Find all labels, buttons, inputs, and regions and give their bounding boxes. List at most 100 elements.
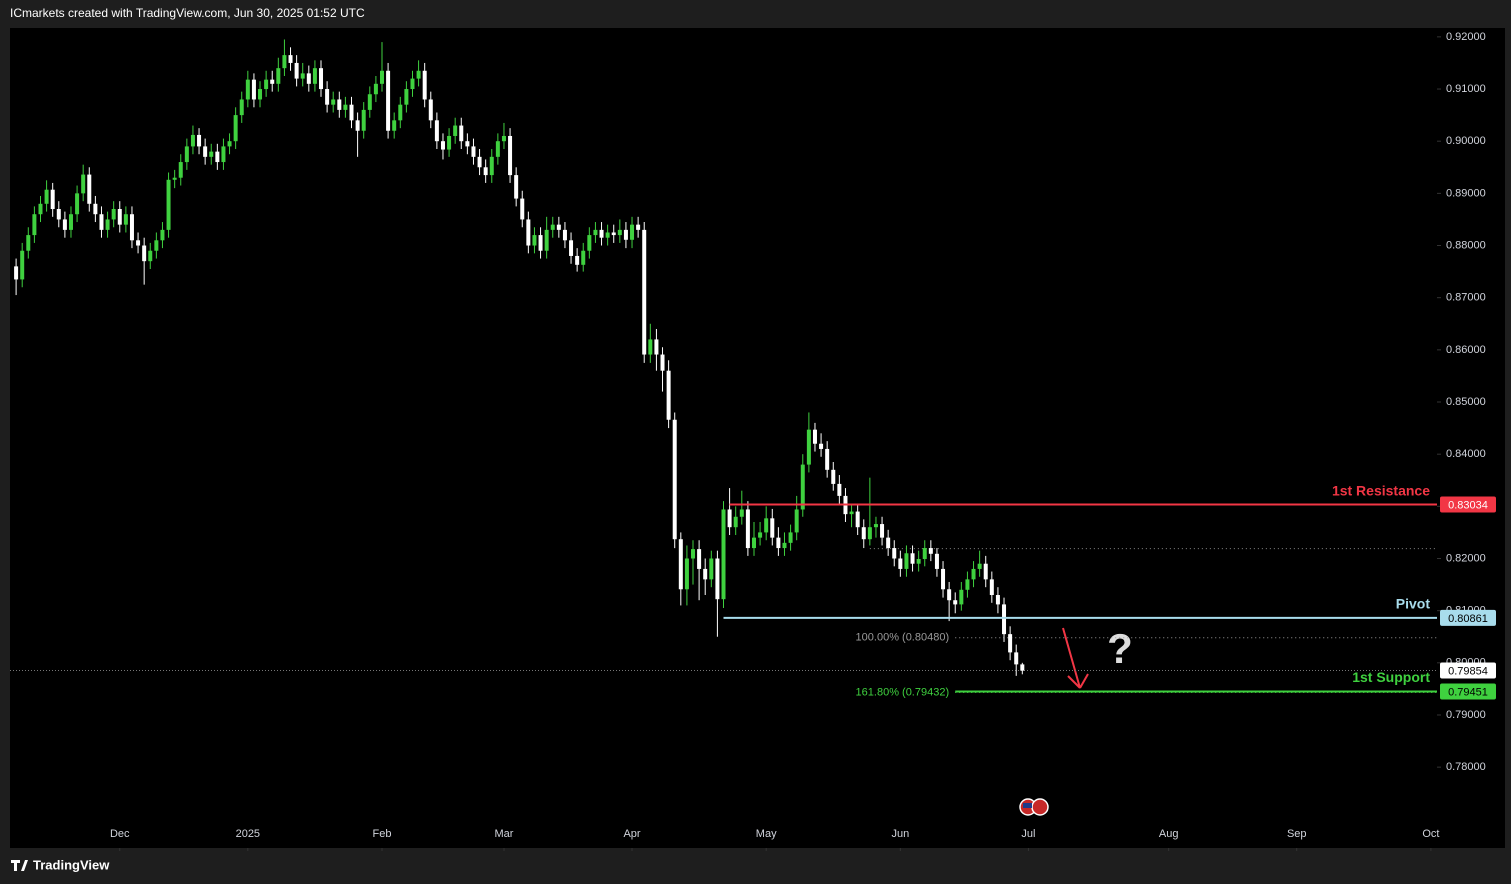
candle-body xyxy=(1020,664,1025,671)
candle-body xyxy=(276,68,281,84)
candle-body xyxy=(38,203,43,215)
candle-body xyxy=(312,68,317,84)
candle-body xyxy=(434,120,439,142)
candle-body xyxy=(1014,652,1019,665)
candle-body xyxy=(184,146,189,163)
candle-body xyxy=(947,589,952,601)
candle-body xyxy=(306,73,311,84)
candle-body xyxy=(928,548,933,554)
candle-body xyxy=(867,527,872,540)
candle-body xyxy=(873,524,878,528)
candle-body xyxy=(343,104,348,110)
candle-body xyxy=(782,542,787,549)
candle-body xyxy=(745,509,750,549)
candle-body xyxy=(20,250,25,280)
candle-body xyxy=(642,229,647,355)
candle-body xyxy=(1002,604,1007,635)
candle-body xyxy=(264,79,269,90)
candle-body xyxy=(392,120,397,131)
candle-body xyxy=(691,549,696,559)
y-tick-label: 0.79000 xyxy=(1446,709,1486,721)
candle-body xyxy=(617,229,622,236)
candle-body xyxy=(941,568,946,590)
price-tag xyxy=(1440,609,1496,626)
y-tick-label: 0.91000 xyxy=(1446,83,1486,95)
candle-body xyxy=(965,579,970,590)
price-tag-label: 0.80861 xyxy=(1448,613,1488,625)
candle-body xyxy=(105,219,110,230)
candle-body xyxy=(758,532,763,538)
candle-body xyxy=(562,229,567,241)
candle-body xyxy=(56,209,61,220)
header: ICmarkets created with TradingView.com, … xyxy=(10,6,365,20)
candle-body xyxy=(910,553,915,564)
candle-body xyxy=(233,115,238,142)
candle-body xyxy=(703,568,708,580)
y-tick-label: 0.86000 xyxy=(1446,344,1486,356)
candle-body xyxy=(367,94,372,110)
candle-body xyxy=(178,162,183,178)
y-tick-label: 0.89000 xyxy=(1446,187,1486,199)
candle-body xyxy=(197,134,202,147)
y-tick-label: 0.90000 xyxy=(1446,135,1486,147)
candle-body xyxy=(453,125,458,136)
candle-body xyxy=(806,429,811,465)
candle-body xyxy=(361,109,366,131)
candle-body xyxy=(331,99,336,105)
level-name: 1st Support xyxy=(1352,669,1430,685)
candle-body xyxy=(855,511,860,528)
candle-body xyxy=(538,235,543,251)
candle-body xyxy=(721,509,726,600)
x-tick-label: Feb xyxy=(373,828,392,840)
candle-body xyxy=(953,600,958,605)
candle-body xyxy=(209,151,214,157)
candle-body xyxy=(880,524,885,538)
candle-body xyxy=(410,78,415,90)
plot-area xyxy=(10,28,1437,848)
candle-body xyxy=(428,99,433,121)
candle-body xyxy=(270,79,275,84)
candle-body xyxy=(251,79,256,100)
candle-body xyxy=(319,68,324,90)
y-tick-label: 0.84000 xyxy=(1446,448,1486,460)
candle-body xyxy=(739,509,744,517)
price-tag-label: 0.79854 xyxy=(1448,665,1488,677)
candle-body xyxy=(550,224,555,230)
candle-body xyxy=(733,516,738,528)
candle-body xyxy=(715,558,720,600)
candle-body xyxy=(983,563,988,580)
candle-body xyxy=(751,537,756,549)
candle-body xyxy=(166,179,171,230)
candle-body xyxy=(770,518,775,538)
price-tag xyxy=(1440,496,1496,513)
candle-body xyxy=(349,104,354,121)
y-tick-label: 0.88000 xyxy=(1446,239,1486,251)
candle-body xyxy=(697,549,702,569)
candle-body xyxy=(325,89,330,105)
event-flags xyxy=(1019,798,1049,816)
level-name: Pivot xyxy=(1396,596,1431,612)
candle-body xyxy=(709,558,714,580)
candle-body xyxy=(129,214,134,241)
y-tick-label: 0.82000 xyxy=(1446,552,1486,564)
candle-body xyxy=(684,558,689,590)
candle-body xyxy=(934,553,939,569)
candle-body xyxy=(422,70,427,100)
candle-body xyxy=(111,209,116,220)
candle-body xyxy=(14,266,19,280)
candle-body xyxy=(288,55,293,63)
y-tick-label: 0.78000 xyxy=(1446,761,1486,773)
x-tick-label: Jul xyxy=(1021,828,1035,840)
candle-body xyxy=(977,563,982,569)
candle-body xyxy=(489,156,494,176)
candle-body xyxy=(654,339,659,355)
candle-body xyxy=(154,240,159,251)
candle-body xyxy=(136,240,141,246)
candle-body xyxy=(922,548,927,560)
candle-body xyxy=(764,518,769,533)
y-tick-label: 0.85000 xyxy=(1446,396,1486,408)
candle-body xyxy=(300,73,305,79)
price-tag xyxy=(1440,683,1496,700)
candle-body xyxy=(32,214,37,236)
